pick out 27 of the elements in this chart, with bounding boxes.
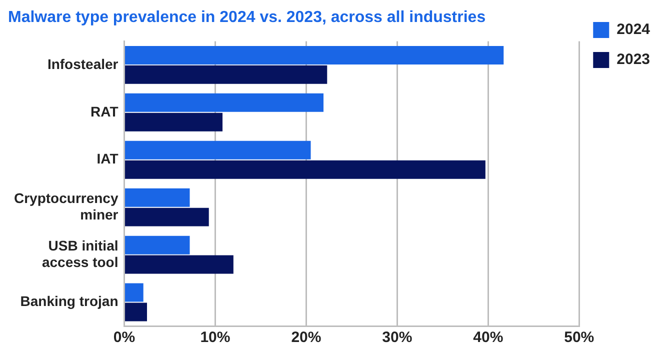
bar: [125, 208, 209, 226]
x-tick-label: 10%: [200, 329, 230, 346]
bar: [125, 160, 486, 179]
y-tick-label: IAT: [96, 150, 119, 167]
bar: [125, 93, 324, 112]
legend-label: 2023: [616, 51, 650, 68]
y-tick-label: Infostealer: [47, 56, 119, 72]
bar: [125, 283, 144, 302]
bar: [125, 188, 190, 207]
y-tick-label: Banking trojan: [20, 293, 118, 310]
bar: [125, 140, 311, 160]
bar: [125, 112, 223, 132]
bar: [125, 65, 328, 84]
x-tick-label: 30%: [382, 329, 412, 346]
bar: [125, 255, 234, 274]
bar: [125, 302, 147, 322]
bar: [125, 46, 504, 64]
y-tick-label: Cryptocurrency miner: [14, 190, 119, 223]
x-tick-label: 0%: [113, 329, 136, 346]
y-tick-label: RAT: [90, 103, 119, 120]
chart-title: Malware type prevalence in 2024 vs. 2023, across all industries: [8, 9, 486, 26]
bar: [125, 236, 190, 254]
x-tick-label: 20%: [291, 329, 322, 346]
legend-label: 2024: [616, 21, 651, 38]
x-tick-label: 40%: [473, 329, 504, 346]
x-tick-label: 50%: [564, 329, 594, 346]
y-tick-label: USB initial access tool: [42, 237, 118, 270]
